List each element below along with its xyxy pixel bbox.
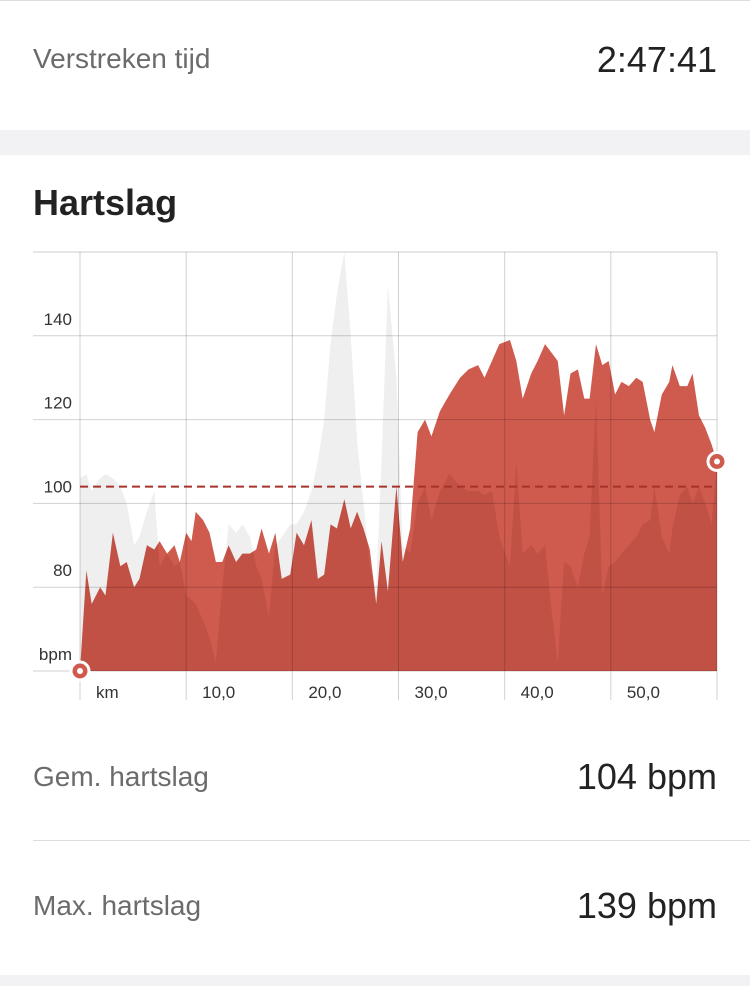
summary-value: 2:47:41 <box>597 39 717 80</box>
stat-value: 104 bpm <box>577 756 717 797</box>
heart-rate-area <box>80 339 717 671</box>
y-tick-label: 100 <box>44 477 72 496</box>
y-tick-label: 120 <box>44 394 72 413</box>
section-title: Hartslag <box>33 182 177 223</box>
y-tick-label: 80 <box>53 561 72 580</box>
separator <box>0 130 750 155</box>
separator <box>0 975 750 986</box>
x-tick-label: 20,0 <box>308 683 341 702</box>
summary-label: Verstreken tijd <box>33 43 210 74</box>
stat-value: 139 bpm <box>577 885 717 926</box>
stat-label: Gem. hartslag <box>33 761 209 792</box>
x-tick-label: 30,0 <box>415 683 448 702</box>
stat-label: Max. hartslag <box>33 890 201 921</box>
x-tick-label: 40,0 <box>521 683 554 702</box>
x-tick-label: 50,0 <box>627 683 660 702</box>
x-tick-label: 10,0 <box>202 683 235 702</box>
y-tick-label: bpm <box>39 645 72 664</box>
x-tick-label: km <box>96 683 119 702</box>
chart: bpm 80 100 120 140 km 10,0 20,0 30,0 40,0 50,0 <box>33 251 728 702</box>
endpoint-dot <box>714 458 720 465</box>
endpoint-dot <box>77 668 83 674</box>
y-tick-label: 140 <box>44 310 72 329</box>
